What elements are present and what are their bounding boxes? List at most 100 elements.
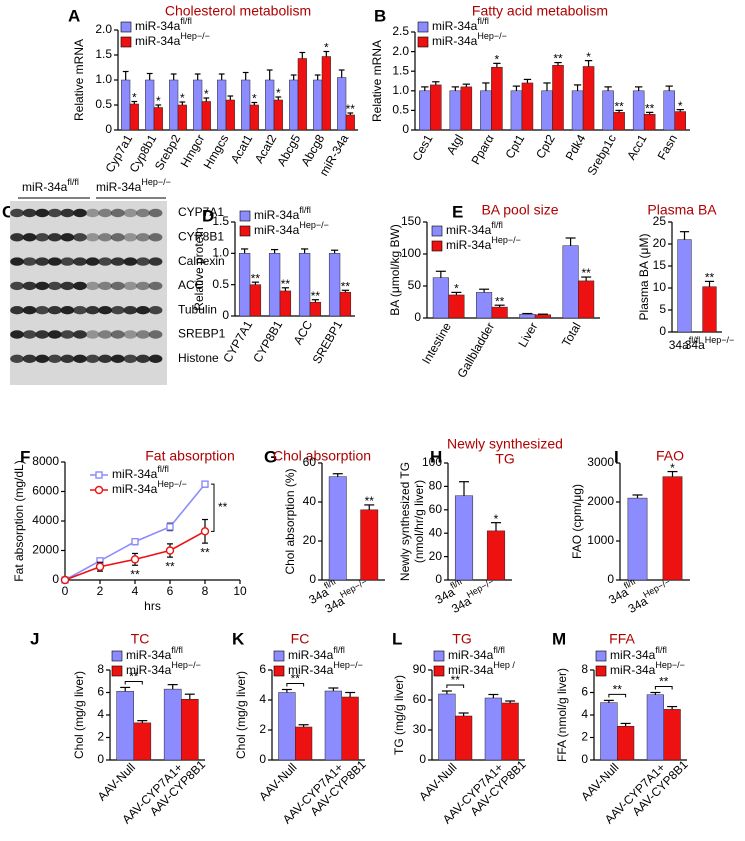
bar [249, 284, 262, 317]
bar [181, 699, 199, 761]
bracket-label: ** [659, 675, 669, 689]
x-label-group: Acat1 [228, 132, 256, 166]
blot-band [60, 330, 75, 339]
y-tick-label: 4 [581, 707, 588, 721]
legend-label-sup: Hep−/− [171, 660, 201, 670]
x-tick-label: 8 [202, 584, 209, 598]
significance: * [494, 512, 499, 526]
significance: ** [200, 545, 210, 559]
chart-title: TG [452, 631, 471, 647]
point [95, 562, 105, 571]
y-tick-label: 40 [303, 494, 317, 508]
legend-label-base: miR-34a [288, 663, 334, 677]
chart-title: FFA [609, 631, 635, 647]
significance: * [156, 94, 161, 108]
blot-band [48, 330, 62, 339]
blot-band [22, 233, 37, 242]
bar [193, 79, 203, 131]
bar [702, 286, 717, 333]
y-tick-label: 5 [659, 302, 666, 316]
y-tick-label: 60 [413, 692, 427, 706]
y-axis-label: BA (μmol/kg BW) [388, 224, 402, 316]
chart-title: BA pool size [481, 202, 558, 218]
blot-band [123, 208, 138, 218]
x-label-group: Srebp1c [584, 132, 618, 178]
blot-row-label: CYP8B1 [178, 229, 224, 243]
bar [116, 691, 135, 761]
blot-band [48, 354, 62, 363]
blot-group-label: miR-34aHep−/− [96, 177, 171, 194]
y-tick-label: 25 [653, 214, 667, 228]
bar [646, 694, 665, 761]
bar [501, 702, 519, 761]
legend-label-sup: Hep−/− [655, 660, 685, 670]
legend-swatch [433, 650, 445, 662]
point [131, 537, 139, 546]
x-tick-label: Gallbladder [454, 320, 497, 380]
bar [510, 90, 523, 131]
blot-band [73, 330, 87, 339]
y-tick-label: 0 [309, 572, 316, 586]
bar [613, 112, 625, 131]
blot-band [22, 330, 37, 339]
panel-letter: A [68, 6, 80, 25]
y-axis-label-group: FAO (cpm/μg) [570, 484, 584, 559]
blot-band [111, 330, 125, 339]
x-label-group: 34aHep−/− [685, 335, 735, 352]
x-tick-label-sup: fl/fl [322, 577, 337, 591]
bar [632, 90, 645, 131]
legend-swatch [433, 665, 445, 677]
panel-letter: H [430, 447, 442, 466]
blot-band [136, 354, 150, 363]
blot-background [10, 201, 167, 385]
bar [627, 497, 648, 581]
bar [121, 79, 131, 131]
significance: ** [165, 559, 175, 573]
blot-band [48, 233, 62, 242]
bracket [124, 680, 143, 685]
bar [486, 530, 506, 581]
blot-band [85, 306, 100, 315]
chart-title: Newly synthesized TG [447, 435, 563, 466]
bar [663, 709, 681, 761]
blot-band [10, 354, 24, 363]
x-tick-label: Srebp1c [584, 132, 618, 178]
significance: ** [581, 266, 591, 280]
blot-band [48, 208, 62, 218]
blot-band [73, 208, 87, 218]
y-tick-label: 6 [581, 685, 588, 699]
blot-band [22, 281, 37, 291]
bar [201, 101, 211, 131]
blot-band [123, 330, 138, 339]
legend-label-base: miR-34a [126, 648, 172, 662]
legend-label-sup: Hep−/− [477, 31, 507, 41]
y-axis-label-group: Chol (mg/g liver) [234, 671, 248, 759]
significance: ** [705, 271, 715, 285]
legend-label: miR-34aHep−/− [135, 31, 210, 48]
blot-band [111, 354, 125, 363]
y-tick-label: 20 [303, 533, 317, 547]
x-tick-label: 4 [132, 584, 139, 598]
legend-label: miR-34aHep / [448, 660, 515, 677]
x-tick-label: Atgl [444, 132, 466, 157]
y-tick-label: 2 [259, 722, 266, 736]
y-axis-label-group: Plasma BA (μM) [637, 234, 651, 321]
legend-swatch [111, 650, 123, 662]
y-tick-label: 2.0 [392, 44, 409, 58]
blot-band [22, 257, 37, 266]
legend-swatch [431, 225, 443, 237]
y-tick-label: 1.5 [212, 214, 229, 228]
bar [360, 509, 379, 581]
legend-label: miR-34afl/fl [610, 645, 667, 662]
legend-label-base: miR-34a [254, 208, 300, 222]
legend-label: miR-34aHep−/− [610, 660, 685, 677]
point [130, 555, 140, 564]
x-tick-label-line: AAV-Null [416, 760, 459, 803]
y-tick-label: 1.5 [95, 47, 112, 61]
x-tick-label: Cpt2 [533, 132, 558, 161]
bar [177, 104, 187, 131]
blot-band [136, 257, 150, 266]
y-tick-label: 10 [653, 280, 667, 294]
